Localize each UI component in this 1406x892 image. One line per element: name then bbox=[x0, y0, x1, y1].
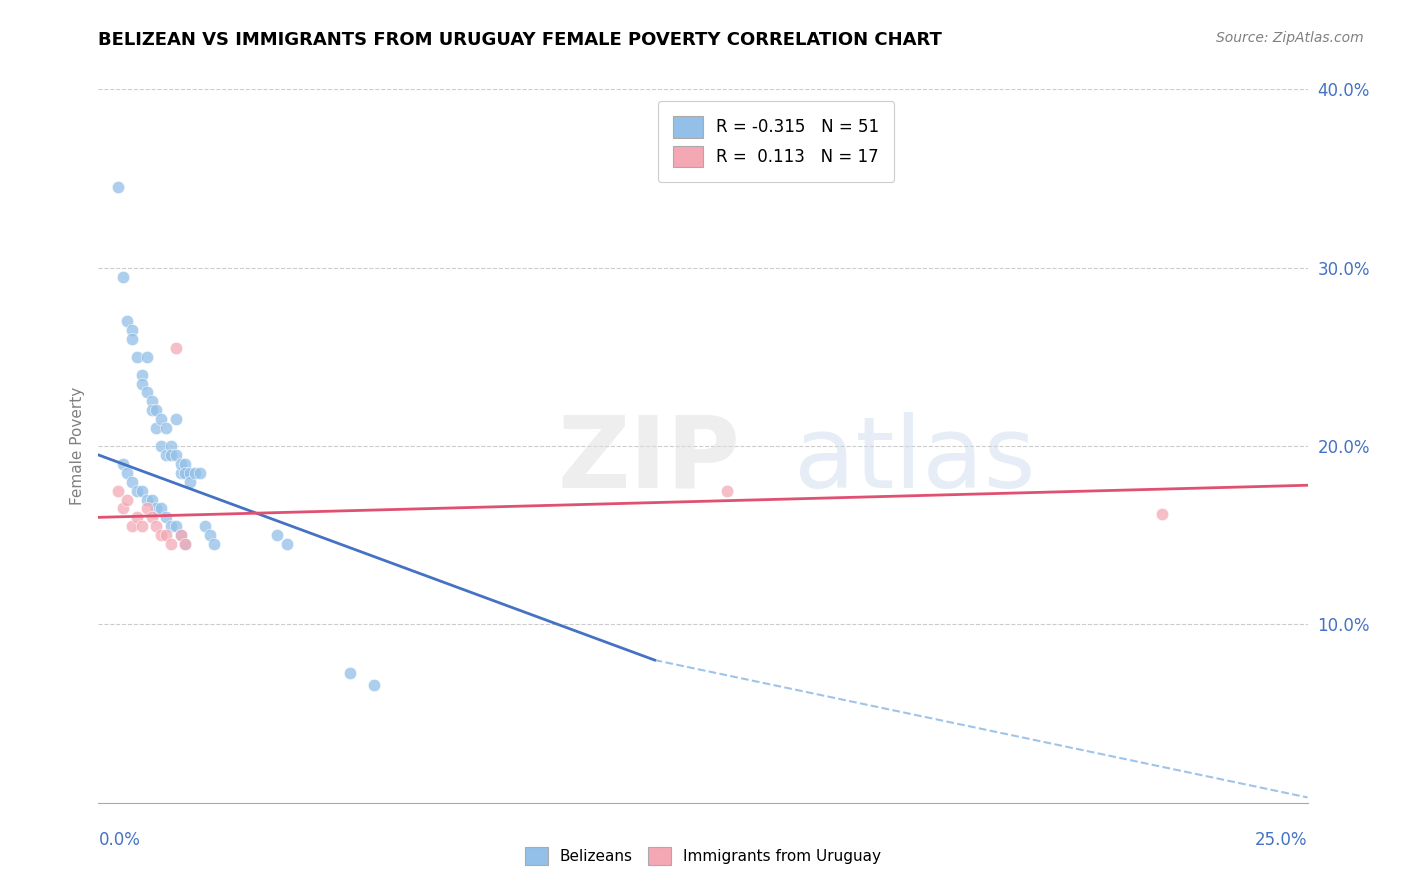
Point bbox=[135, 350, 157, 364]
Point bbox=[111, 457, 134, 471]
Point bbox=[135, 492, 157, 507]
Point bbox=[174, 537, 197, 551]
Point bbox=[174, 457, 197, 471]
Point bbox=[145, 501, 167, 516]
Point bbox=[155, 421, 177, 435]
Text: ZIP: ZIP bbox=[558, 412, 741, 508]
Point bbox=[121, 475, 143, 489]
Point bbox=[204, 537, 226, 551]
Point bbox=[165, 341, 187, 355]
Point bbox=[276, 537, 298, 551]
Point bbox=[1152, 507, 1174, 521]
Point bbox=[174, 466, 197, 480]
Point bbox=[184, 466, 207, 480]
Point bbox=[141, 394, 163, 409]
Point bbox=[339, 665, 361, 680]
Point bbox=[716, 483, 738, 498]
Point bbox=[179, 475, 201, 489]
Point bbox=[155, 448, 177, 462]
Point bbox=[155, 528, 177, 542]
Point bbox=[145, 403, 167, 417]
Point bbox=[145, 519, 167, 533]
Point bbox=[135, 501, 157, 516]
Point bbox=[121, 332, 143, 346]
Point bbox=[165, 412, 187, 426]
Point bbox=[131, 376, 153, 391]
Point bbox=[131, 483, 153, 498]
Point bbox=[127, 483, 149, 498]
Point bbox=[169, 528, 191, 542]
Point bbox=[194, 519, 217, 533]
Point bbox=[160, 537, 183, 551]
Point bbox=[169, 466, 191, 480]
Text: 25.0%: 25.0% bbox=[1256, 831, 1308, 849]
Point bbox=[150, 528, 173, 542]
Point bbox=[266, 528, 288, 542]
Point bbox=[121, 519, 143, 533]
Point bbox=[117, 466, 139, 480]
Point bbox=[150, 501, 173, 516]
Point bbox=[117, 314, 139, 328]
Point bbox=[145, 421, 167, 435]
Point bbox=[117, 492, 139, 507]
Point bbox=[188, 466, 211, 480]
Point bbox=[141, 510, 163, 524]
Point bbox=[127, 510, 149, 524]
Point bbox=[198, 528, 221, 542]
Point bbox=[141, 492, 163, 507]
Point bbox=[131, 519, 153, 533]
Point bbox=[111, 269, 134, 284]
Point bbox=[155, 510, 177, 524]
Point bbox=[135, 385, 157, 400]
Point bbox=[165, 519, 187, 533]
Point bbox=[150, 412, 173, 426]
Y-axis label: Female Poverty: Female Poverty bbox=[69, 387, 84, 505]
Point bbox=[160, 519, 183, 533]
Text: Source: ZipAtlas.com: Source: ZipAtlas.com bbox=[1216, 31, 1364, 45]
Legend: R = -0.315   N = 51, R =  0.113   N = 17: R = -0.315 N = 51, R = 0.113 N = 17 bbox=[658, 101, 894, 182]
Text: atlas: atlas bbox=[793, 412, 1035, 508]
Point bbox=[111, 501, 134, 516]
Point bbox=[169, 457, 191, 471]
Point bbox=[131, 368, 153, 382]
Point bbox=[150, 439, 173, 453]
Point bbox=[179, 466, 201, 480]
Point bbox=[160, 439, 183, 453]
Point bbox=[107, 180, 129, 194]
Text: 0.0%: 0.0% bbox=[98, 831, 141, 849]
Point bbox=[121, 323, 143, 337]
Point bbox=[107, 483, 129, 498]
Point bbox=[141, 403, 163, 417]
Point bbox=[165, 448, 187, 462]
Point bbox=[174, 537, 197, 551]
Legend: Belizeans, Immigrants from Uruguay: Belizeans, Immigrants from Uruguay bbox=[519, 841, 887, 871]
Point bbox=[169, 528, 191, 542]
Point bbox=[160, 448, 183, 462]
Point bbox=[363, 678, 385, 692]
Point bbox=[127, 350, 149, 364]
Text: BELIZEAN VS IMMIGRANTS FROM URUGUAY FEMALE POVERTY CORRELATION CHART: BELIZEAN VS IMMIGRANTS FROM URUGUAY FEMA… bbox=[98, 31, 942, 49]
